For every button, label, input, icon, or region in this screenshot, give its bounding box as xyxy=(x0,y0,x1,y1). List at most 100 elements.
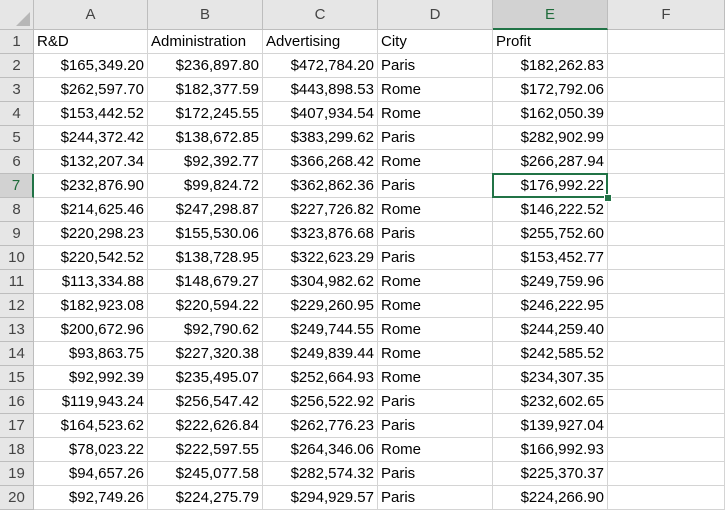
cell-b10[interactable]: $138,728.95 xyxy=(148,246,263,270)
cell-c16[interactable]: $256,522.92 xyxy=(263,390,378,414)
cell-a8[interactable]: $214,625.46 xyxy=(34,198,148,222)
cell-f20[interactable] xyxy=(608,486,725,510)
cell-c2[interactable]: $472,784.20 xyxy=(263,54,378,78)
row-header-4[interactable]: 4 xyxy=(0,102,34,126)
cell-f3[interactable] xyxy=(608,78,725,102)
row-header-12[interactable]: 12 xyxy=(0,294,34,318)
cell-b4[interactable]: $172,245.55 xyxy=(148,102,263,126)
cell-f17[interactable] xyxy=(608,414,725,438)
row-header-15[interactable]: 15 xyxy=(0,366,34,390)
cell-f9[interactable] xyxy=(608,222,725,246)
row-header-10[interactable]: 10 xyxy=(0,246,34,270)
row-header-18[interactable]: 18 xyxy=(0,438,34,462)
cell-a5[interactable]: $244,372.42 xyxy=(34,126,148,150)
cell-d3[interactable]: Rome xyxy=(378,78,493,102)
cell-e14[interactable]: $242,585.52 xyxy=(493,342,608,366)
cell-d15[interactable]: Rome xyxy=(378,366,493,390)
cell-e6[interactable]: $266,287.94 xyxy=(493,150,608,174)
cell-e13[interactable]: $244,259.40 xyxy=(493,318,608,342)
cell-e4[interactable]: $162,050.39 xyxy=(493,102,608,126)
cell-c8[interactable]: $227,726.82 xyxy=(263,198,378,222)
cell-e16[interactable]: $232,602.65 xyxy=(493,390,608,414)
row-header-19[interactable]: 19 xyxy=(0,462,34,486)
row-header-3[interactable]: 3 xyxy=(0,78,34,102)
cell-b15[interactable]: $235,495.07 xyxy=(148,366,263,390)
cell-e8[interactable]: $146,222.52 xyxy=(493,198,608,222)
cell-b19[interactable]: $245,077.58 xyxy=(148,462,263,486)
cell-f6[interactable] xyxy=(608,150,725,174)
cell-c4[interactable]: $407,934.54 xyxy=(263,102,378,126)
cell-f15[interactable] xyxy=(608,366,725,390)
cell-c10[interactable]: $322,623.29 xyxy=(263,246,378,270)
cell-f11[interactable] xyxy=(608,270,725,294)
cell-c15[interactable]: $252,664.93 xyxy=(263,366,378,390)
column-header-d[interactable]: D xyxy=(378,0,493,30)
cell-d10[interactable]: Paris xyxy=(378,246,493,270)
cell-c17[interactable]: $262,776.23 xyxy=(263,414,378,438)
row-header-1[interactable]: 1 xyxy=(0,30,34,54)
column-header-e[interactable]: E xyxy=(493,0,608,30)
row-header-13[interactable]: 13 xyxy=(0,318,34,342)
cell-d6[interactable]: Rome xyxy=(378,150,493,174)
cell-b17[interactable]: $222,626.84 xyxy=(148,414,263,438)
cell-c19[interactable]: $282,574.32 xyxy=(263,462,378,486)
cell-b8[interactable]: $247,298.87 xyxy=(148,198,263,222)
cell-f8[interactable] xyxy=(608,198,725,222)
cell-f19[interactable] xyxy=(608,462,725,486)
cell-f16[interactable] xyxy=(608,390,725,414)
cell-e7[interactable]: $176,992.22 xyxy=(493,174,608,198)
cell-b7[interactable]: $99,824.72 xyxy=(148,174,263,198)
cell-b18[interactable]: $222,597.55 xyxy=(148,438,263,462)
cell-e19[interactable]: $225,370.37 xyxy=(493,462,608,486)
cell-c5[interactable]: $383,299.62 xyxy=(263,126,378,150)
row-header-20[interactable]: 20 xyxy=(0,486,34,510)
cell-a7[interactable]: $232,876.90 xyxy=(34,174,148,198)
cell-c6[interactable]: $366,268.42 xyxy=(263,150,378,174)
cell-b9[interactable]: $155,530.06 xyxy=(148,222,263,246)
cell-c3[interactable]: $443,898.53 xyxy=(263,78,378,102)
cell-d1[interactable]: City xyxy=(378,30,493,54)
cell-e18[interactable]: $166,992.93 xyxy=(493,438,608,462)
cell-a15[interactable]: $92,992.39 xyxy=(34,366,148,390)
cell-a14[interactable]: $93,863.75 xyxy=(34,342,148,366)
cell-d13[interactable]: Rome xyxy=(378,318,493,342)
cell-a19[interactable]: $94,657.26 xyxy=(34,462,148,486)
cell-d9[interactable]: Paris xyxy=(378,222,493,246)
cell-e12[interactable]: $246,222.95 xyxy=(493,294,608,318)
row-header-5[interactable]: 5 xyxy=(0,126,34,150)
cell-e15[interactable]: $234,307.35 xyxy=(493,366,608,390)
cell-e5[interactable]: $282,902.99 xyxy=(493,126,608,150)
cell-c9[interactable]: $323,876.68 xyxy=(263,222,378,246)
cell-d18[interactable]: Rome xyxy=(378,438,493,462)
fill-handle[interactable] xyxy=(604,194,612,202)
cell-d12[interactable]: Rome xyxy=(378,294,493,318)
cell-d17[interactable]: Paris xyxy=(378,414,493,438)
cell-c11[interactable]: $304,982.62 xyxy=(263,270,378,294)
column-header-b[interactable]: B xyxy=(148,0,263,30)
cell-d14[interactable]: Rome xyxy=(378,342,493,366)
cell-a3[interactable]: $262,597.70 xyxy=(34,78,148,102)
cell-e3[interactable]: $172,792.06 xyxy=(493,78,608,102)
cell-b14[interactable]: $227,320.38 xyxy=(148,342,263,366)
cell-a13[interactable]: $200,672.96 xyxy=(34,318,148,342)
cell-e17[interactable]: $139,927.04 xyxy=(493,414,608,438)
cell-b3[interactable]: $182,377.59 xyxy=(148,78,263,102)
cell-d7[interactable]: Paris xyxy=(378,174,493,198)
cell-f13[interactable] xyxy=(608,318,725,342)
cell-b6[interactable]: $92,392.77 xyxy=(148,150,263,174)
row-header-8[interactable]: 8 xyxy=(0,198,34,222)
cell-f4[interactable] xyxy=(608,102,725,126)
cell-f18[interactable] xyxy=(608,438,725,462)
cell-d2[interactable]: Paris xyxy=(378,54,493,78)
cell-f1[interactable] xyxy=(608,30,725,54)
column-header-a[interactable]: A xyxy=(34,0,148,30)
cell-b16[interactable]: $256,547.42 xyxy=(148,390,263,414)
cell-e9[interactable]: $255,752.60 xyxy=(493,222,608,246)
select-all-button[interactable] xyxy=(0,0,34,30)
cell-b11[interactable]: $148,679.27 xyxy=(148,270,263,294)
row-header-17[interactable]: 17 xyxy=(0,414,34,438)
cell-a12[interactable]: $182,923.08 xyxy=(34,294,148,318)
cell-a1[interactable]: R&D xyxy=(34,30,148,54)
cell-f2[interactable] xyxy=(608,54,725,78)
cell-b2[interactable]: $236,897.80 xyxy=(148,54,263,78)
